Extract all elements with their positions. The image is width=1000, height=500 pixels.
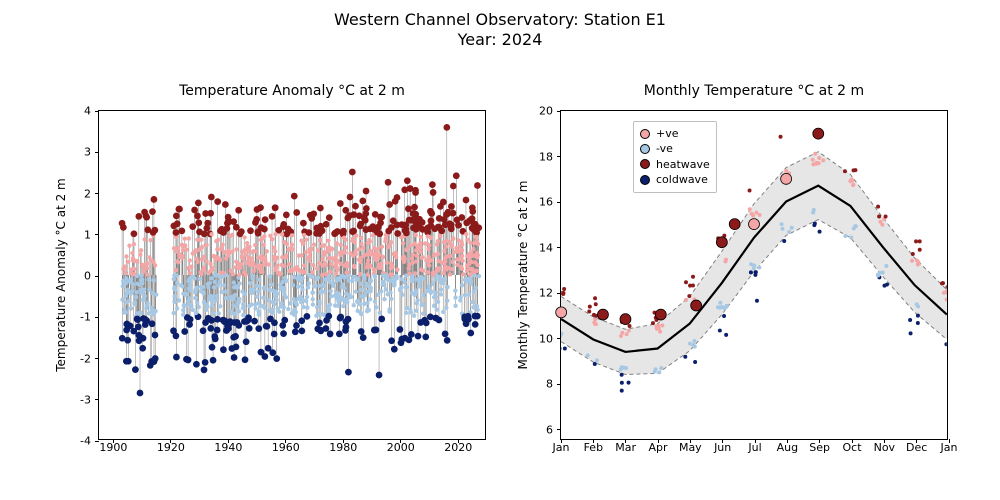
legend-marker-icon bbox=[640, 175, 650, 185]
ytick-label: 18 bbox=[539, 150, 553, 163]
current-year-marker bbox=[556, 307, 567, 318]
legend-label: +ve bbox=[656, 126, 679, 141]
legend-label: -ve bbox=[656, 141, 673, 156]
ytick-label: 8 bbox=[546, 378, 553, 391]
axes-anomaly-xticks: 1900192019401960198020002020 bbox=[99, 441, 485, 461]
current-year-marker bbox=[691, 300, 702, 311]
uncertainty-band bbox=[561, 152, 947, 375]
ytick-label: 20 bbox=[539, 105, 553, 118]
legend-label: heatwave bbox=[656, 157, 710, 172]
axes-monthly: Monthly Temperature °C at 2 m Monthly Te… bbox=[560, 110, 948, 440]
current-year-marker bbox=[729, 219, 740, 230]
axes-monthly-ylabel: Monthly Temperature °C at 2 m bbox=[516, 110, 530, 440]
ytick-label: 6 bbox=[546, 423, 553, 436]
axes-anomaly-ylabel: Temperature Anomaly °C at 2 m bbox=[54, 110, 68, 440]
legend-marker-icon bbox=[640, 159, 650, 169]
suptitle-line2: Year: 2024 bbox=[458, 30, 543, 49]
axes-monthly-plot bbox=[561, 111, 947, 439]
figure: { "suptitle_line1": "Western Channel Obs… bbox=[0, 0, 1000, 500]
axes-anomaly-plot bbox=[99, 111, 485, 439]
points bbox=[119, 124, 482, 396]
ytick-label: 1 bbox=[84, 228, 91, 241]
legend-label: coldwave bbox=[656, 172, 708, 187]
ytick-label: 16 bbox=[539, 196, 553, 209]
legend-item: heatwave bbox=[640, 157, 710, 172]
ytick-label: 2 bbox=[84, 187, 91, 200]
current-year-marker bbox=[620, 314, 631, 325]
current-year-marker bbox=[749, 219, 760, 230]
current-year-marker bbox=[597, 309, 608, 320]
current-year-marker bbox=[813, 128, 824, 139]
ytick-label: 0 bbox=[84, 270, 91, 283]
figure-suptitle: Western Channel Observatory: Station E1 … bbox=[0, 10, 1000, 50]
ytick-label: -3 bbox=[80, 393, 91, 406]
ytick-label: 12 bbox=[539, 287, 553, 300]
axes-monthly-title: Monthly Temperature °C at 2 m bbox=[561, 83, 947, 99]
ytick-label: 3 bbox=[84, 146, 91, 159]
legend-item: +ve bbox=[640, 126, 710, 141]
current-year-marker bbox=[781, 173, 792, 184]
legend-item: coldwave bbox=[640, 172, 710, 187]
ytick-label: -2 bbox=[80, 352, 91, 365]
current-year-marker bbox=[655, 309, 666, 320]
ytick-label: 10 bbox=[539, 332, 553, 345]
legend-marker-icon bbox=[640, 144, 650, 154]
axes-anomaly-title: Temperature Anomaly °C at 2 m bbox=[99, 83, 485, 99]
legend: +ve-veheatwavecoldwave bbox=[633, 121, 717, 193]
suptitle-line1: Western Channel Observatory: Station E1 bbox=[334, 10, 666, 29]
axes-monthly-xticks: JanFebMarAprMayJunJulAugSepOctNovDecJan bbox=[561, 441, 947, 461]
ytick-label: 14 bbox=[539, 241, 553, 254]
ytick-label: -4 bbox=[80, 435, 91, 448]
current-year-marker bbox=[716, 237, 727, 248]
legend-item: -ve bbox=[640, 141, 710, 156]
axes-anomaly: Temperature Anomaly °C at 2 m Temperatur… bbox=[98, 110, 486, 440]
ytick-label: 4 bbox=[84, 105, 91, 118]
ytick-label: -1 bbox=[80, 311, 91, 324]
legend-marker-icon bbox=[640, 129, 650, 139]
